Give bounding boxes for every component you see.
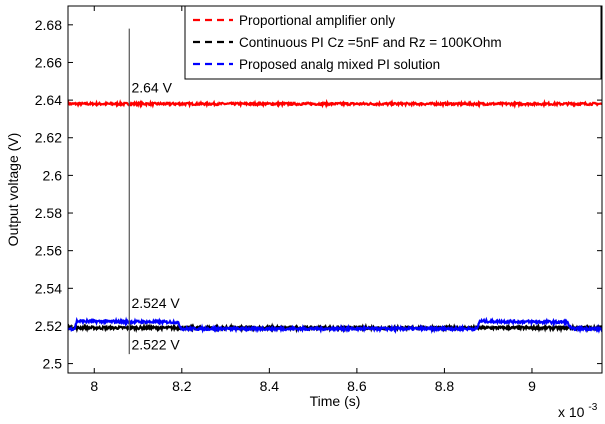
legend-box — [184, 5, 602, 80]
y-axis: 2.5 2.52 2.54 2.56 2.58 2.6 2.62 2.64 2.66 2.68 — [35, 17, 602, 372]
series-layer — [68, 98, 602, 335]
x-axis-exponent: x 10 -3 — [558, 402, 598, 420]
x-tick-label: 8 — [90, 378, 98, 394]
y-tick-label: 2.5 — [43, 356, 63, 372]
annotations: 2.64 V 2.524 V 2.522 V — [131, 80, 180, 353]
legend-entry: Proportional amplifier only — [239, 13, 395, 28]
y-tick-label: 2.62 — [35, 130, 62, 146]
annotation-label: 2.522 V — [131, 336, 180, 352]
x-tick-label: 8.2 — [172, 378, 192, 394]
y-tick-label: 2.52 — [35, 318, 62, 334]
x-tick-label: 9 — [528, 378, 536, 394]
x-axis-exponent-base: x 10 — [558, 404, 585, 420]
legend-entry: Proposed analg mixed PI solution — [239, 57, 440, 72]
y-tick-label: 2.58 — [35, 205, 62, 221]
x-axis-label: Time (s) — [310, 393, 361, 409]
y-axis-label: Output voltage (V) — [5, 133, 21, 247]
series-line-1 — [68, 98, 602, 110]
y-tick-label: 2.54 — [35, 280, 62, 296]
y-tick-label: 2.68 — [35, 17, 62, 33]
y-tick-label: 2.6 — [43, 167, 63, 183]
x-tick-label: 8.8 — [435, 378, 455, 394]
annotation-label: 2.64 V — [131, 80, 172, 96]
series-line-3 — [68, 316, 602, 335]
legend: Proportional amplifier only Continuous PI… — [184, 5, 602, 80]
y-tick-label: 2.64 — [35, 92, 62, 108]
x-axis-exponent-power: -3 — [588, 402, 597, 413]
legend-entry: Continuous PI Cz =5nF and Rz = 100KOhm — [239, 35, 502, 50]
y-tick-label: 2.56 — [35, 243, 62, 259]
x-tick-label: 8.6 — [347, 378, 367, 394]
y-tick-label: 2.66 — [35, 54, 62, 70]
x-tick-label: 8.4 — [260, 378, 280, 394]
annotation-label: 2.524 V — [131, 295, 180, 311]
